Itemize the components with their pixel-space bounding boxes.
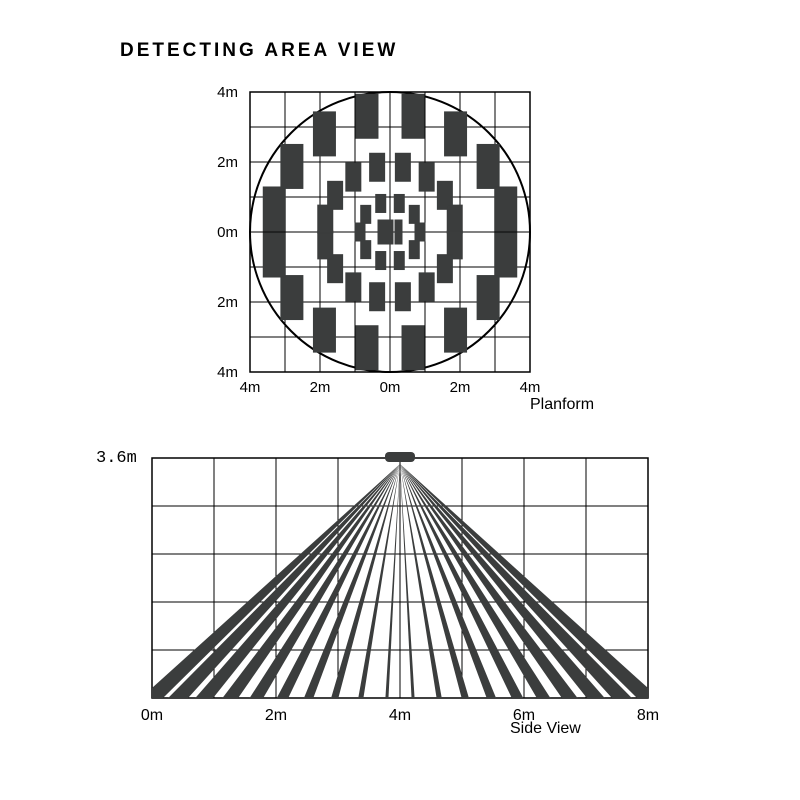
svg-text:4m: 4m (520, 379, 541, 396)
planform-diagram: 4m2m0m2m4m4m2m0m2m4m (170, 72, 590, 412)
svg-text:4m: 4m (217, 364, 238, 381)
svg-text:4m: 4m (389, 707, 411, 724)
svg-text:0m: 0m (380, 379, 401, 396)
svg-text:3.6m: 3.6m (96, 449, 137, 468)
sideview-container: 3.6m0m2m4m6m8m (88, 440, 688, 730)
svg-text:4m: 4m (240, 379, 261, 396)
svg-text:4m: 4m (217, 84, 238, 101)
svg-text:2m: 2m (450, 379, 471, 396)
sideview-diagram: 3.6m0m2m4m6m8m (88, 440, 688, 730)
page-title: DETECTING AREA VIEW (120, 40, 398, 62)
planform-label: Planform (530, 396, 594, 414)
sideview-label: Side View (510, 720, 581, 738)
svg-text:8m: 8m (637, 707, 659, 724)
svg-text:2m: 2m (217, 154, 238, 171)
svg-text:0m: 0m (141, 707, 163, 724)
planform-container: 4m2m0m2m4m4m2m0m2m4m (170, 72, 590, 412)
svg-text:2m: 2m (217, 294, 238, 311)
svg-text:2m: 2m (310, 379, 331, 396)
svg-text:2m: 2m (265, 707, 287, 724)
svg-text:0m: 0m (217, 224, 238, 241)
